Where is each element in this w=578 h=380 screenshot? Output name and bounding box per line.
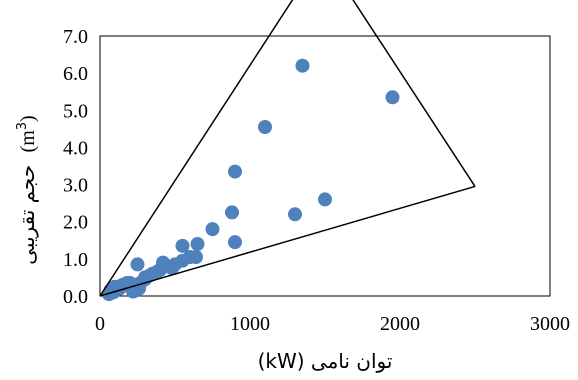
x-axis-title: توان نامی (kW) [258, 349, 393, 373]
data-point [318, 192, 332, 206]
data-point [228, 165, 242, 179]
envelope-line-lower [100, 186, 475, 296]
y-axis-title-unit: (m [17, 130, 39, 153]
y-tick-label: 3.0 [63, 175, 88, 197]
x-tick-label: 3000 [530, 313, 570, 335]
y-axis-title-unit-close: ) [17, 115, 39, 122]
y-axis-title-unit-sup: 3 [15, 122, 30, 130]
data-point [258, 120, 272, 134]
data-point [228, 235, 242, 249]
y-axis-title: حجم تقریبی (m3) [15, 115, 39, 264]
data-point [288, 207, 302, 221]
data-point [296, 59, 310, 73]
x-tick-label: 0 [95, 313, 105, 335]
y-tick-label: 2.0 [63, 212, 88, 234]
data-point [386, 90, 400, 104]
y-axis-title-text: حجم تقریبی [15, 165, 39, 265]
x-tick-label: 1000 [230, 313, 270, 335]
data-point [131, 257, 145, 271]
y-tick-label: 0.0 [63, 286, 88, 308]
y-tick-label: 6.0 [63, 63, 88, 85]
y-axis-tick-labels: 0.0 1.0 2.0 3.0 4.0 5.0 6.0 7.0 [63, 26, 88, 308]
y-tick-label: 1.0 [63, 249, 88, 271]
envelope-line-right [348, 0, 476, 186]
y-tick-label: 5.0 [63, 100, 88, 122]
y-tick-label: 4.0 [63, 137, 88, 159]
envelope-lines [100, 0, 475, 296]
data-point [183, 250, 197, 264]
x-tick-label: 2000 [380, 313, 420, 335]
data-point [206, 222, 220, 236]
plot-area [100, 36, 550, 296]
y-tick-label: 7.0 [63, 26, 88, 48]
x-axis-tick-labels: 0 1000 2000 3000 [95, 313, 570, 335]
data-point [225, 205, 239, 219]
data-point [168, 257, 182, 271]
data-point [191, 237, 205, 251]
data-points [102, 59, 400, 301]
